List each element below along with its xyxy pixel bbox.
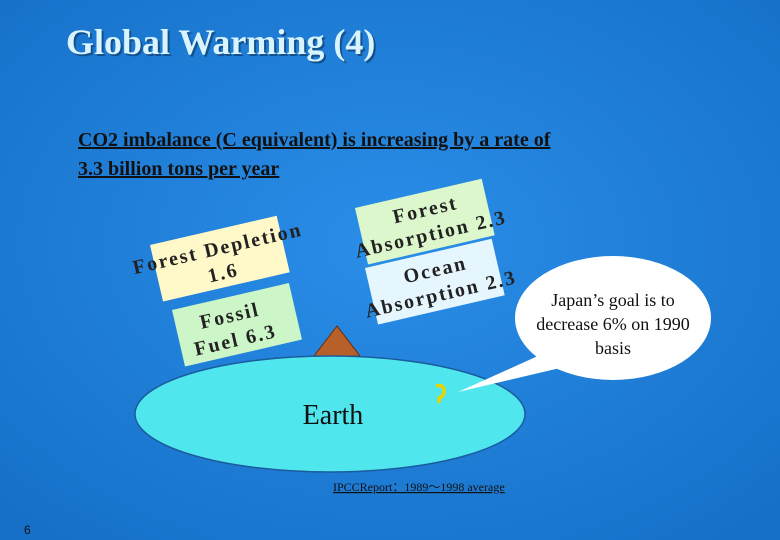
earth-label: Earth	[303, 400, 364, 431]
title-shadow: Global Warming (4)	[68, 24, 377, 64]
callout-line: basis	[595, 338, 631, 358]
title: Global Warming (4)	[66, 22, 375, 62]
callout-line: decrease 6% on 1990	[536, 314, 689, 334]
callout-text: Japan’s goal is to decrease 6% on 1990 b…	[536, 290, 689, 358]
box-bg	[365, 238, 505, 325]
subtitle: CO2 imbalance (C equivalent) is increasi…	[78, 129, 551, 180]
callout-tail	[458, 355, 560, 392]
box-bg	[150, 215, 290, 302]
box-bg	[355, 178, 495, 265]
callout	[515, 256, 711, 380]
page-number: 6	[24, 523, 31, 537]
callout-line: Japan’s goal is to	[551, 290, 675, 310]
box-bg	[172, 283, 302, 367]
source: IPCCReport：1989～1998 average	[333, 480, 505, 494]
figure	[435, 383, 446, 403]
subtitle-line: CO2 imbalance (C equivalent) is increasi…	[78, 129, 551, 151]
subtitle-line: 3.3 billion tons per year	[78, 158, 279, 180]
earth	[134, 355, 526, 473]
